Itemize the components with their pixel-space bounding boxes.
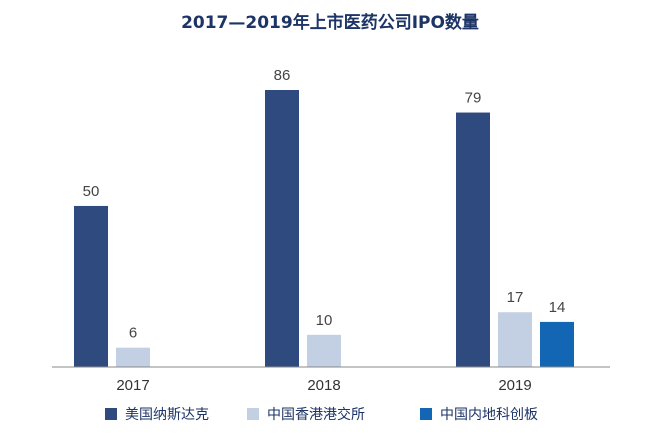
value-label-hkex-2019: 17 — [507, 289, 524, 306]
bar-hkex-2019 — [498, 312, 532, 367]
bar-nasdaq-2018 — [265, 90, 299, 367]
legend-swatch-star-market — [420, 408, 432, 420]
legend-label-nasdaq: 美国纳斯达克 — [125, 407, 209, 423]
legend-item-nasdaq: 美国纳斯达克 — [105, 404, 209, 424]
bar-hkex-2017 — [116, 347, 150, 367]
value-label-nasdaq-2017: 50 — [83, 183, 100, 200]
legend-swatch-nasdaq — [105, 408, 117, 420]
legend: 美国纳斯达克 中国香港港交所 中国内地科创板 — [0, 404, 660, 424]
value-label-hkex-2017: 6 — [129, 325, 137, 342]
bars-group — [74, 90, 574, 367]
bar-nasdaq-2017 — [74, 205, 108, 367]
value-label-nasdaq-2018: 86 — [274, 67, 291, 84]
x-tick-labels-group: 2017 2018 2019 — [116, 377, 531, 394]
x-tick-label-2019: 2019 — [498, 377, 531, 394]
x-tick-label-2017: 2017 — [116, 377, 149, 394]
value-label-nasdaq-2019: 79 — [465, 90, 482, 107]
legend-item-star-market: 中国内地科创板 — [420, 404, 538, 424]
x-tick-label-2018: 2018 — [307, 377, 340, 394]
value-label-hkex-2018: 10 — [316, 312, 333, 329]
legend-label-star-market: 中国内地科创板 — [440, 407, 538, 423]
legend-swatch-hkex — [247, 408, 259, 420]
bar-nasdaq-2019 — [456, 112, 490, 367]
legend-label-hkex: 中国香港港交所 — [267, 407, 365, 423]
value-label-star-market-2019: 14 — [549, 299, 566, 316]
legend-item-hkex: 中国香港港交所 — [247, 404, 365, 424]
value-labels-group: 50 6 86 10 79 17 14 — [83, 67, 566, 342]
bar-hkex-2018 — [307, 334, 341, 367]
chart-title: 2017—2019年上市医药公司IPO数量 — [181, 13, 479, 33]
bar-star-market-2019 — [540, 321, 574, 367]
